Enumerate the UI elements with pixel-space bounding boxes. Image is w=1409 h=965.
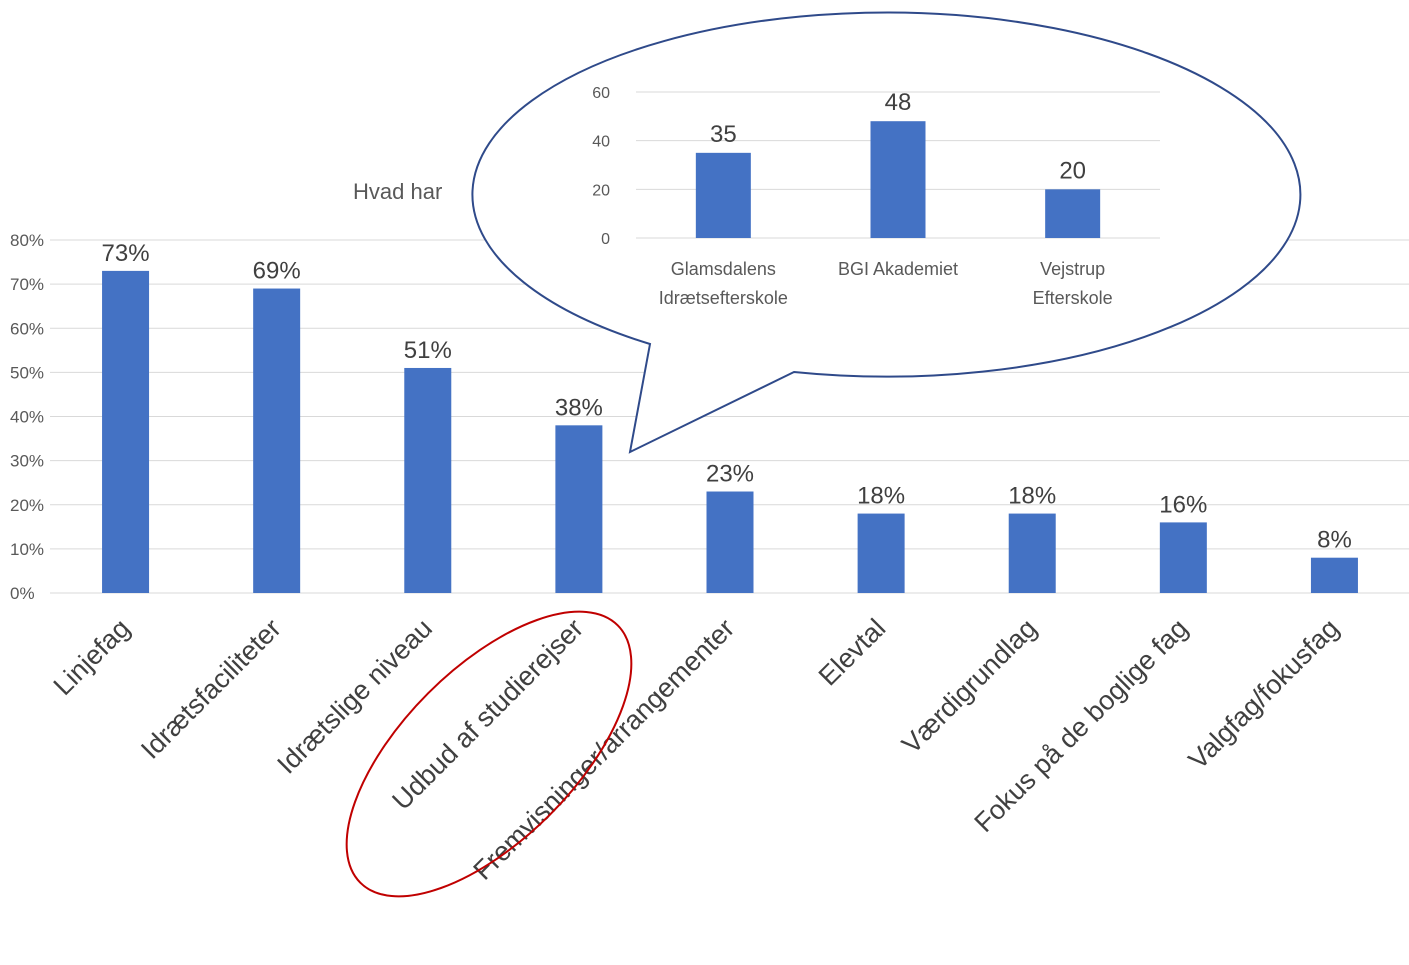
main-bars bbox=[102, 270, 1358, 593]
main-y-tick-label: 40% bbox=[10, 408, 44, 427]
main-category-label: Værdigrundlag bbox=[896, 613, 1042, 759]
inset-y-tick-label: 60 bbox=[592, 85, 610, 102]
main-y-tick-label: 20% bbox=[10, 496, 44, 515]
main-bar bbox=[253, 288, 301, 593]
main-bar bbox=[1310, 557, 1358, 593]
main-y-tick-label: 50% bbox=[10, 363, 44, 382]
inset-category-labels: Glamsdalens Idrætsefterskole BGI Akademiet… bbox=[659, 259, 1113, 308]
main-y-tick-label: 30% bbox=[10, 452, 44, 471]
main-data-label: 51% bbox=[404, 337, 452, 364]
main-bar bbox=[857, 513, 905, 593]
main-bar bbox=[102, 270, 150, 593]
main-category-label: Fremvisninger/arrangementer bbox=[468, 613, 741, 886]
main-data-labels: 73% 69% 51% 38% 23% 18% 18% 16% 8% bbox=[102, 240, 1352, 554]
inset-category-label: Efterskole bbox=[1033, 288, 1113, 308]
inset-category-label: Vejstrup bbox=[1040, 259, 1105, 279]
inset-category-label: Glamsdalens bbox=[671, 259, 776, 279]
main-y-axis-ticks: 0% 10% 20% 30% 40% 50% 60% 70% 80% bbox=[10, 231, 44, 603]
inset-data-label: 35 bbox=[710, 121, 737, 148]
inset-category-label: Idrætsefterskole bbox=[659, 288, 788, 308]
inset-category-label: BGI Akademiet bbox=[838, 259, 958, 279]
main-bar bbox=[1159, 522, 1207, 593]
main-category-label: Elevtal bbox=[813, 613, 892, 692]
inset-bars bbox=[695, 121, 1101, 238]
main-chart-title: Hvad har bbox=[353, 179, 442, 204]
main-y-tick-label: 60% bbox=[10, 319, 44, 338]
main-category-label: Idrætslige niveau bbox=[271, 613, 438, 780]
inset-y-tick-label: 0 bbox=[601, 231, 610, 248]
main-data-label: 18% bbox=[1008, 483, 1056, 510]
main-bar bbox=[555, 425, 603, 593]
inset-y-axis-ticks: 0 20 40 60 bbox=[592, 85, 610, 248]
main-category-label: Valgfag/fokusfag bbox=[1183, 613, 1345, 775]
main-data-label: 38% bbox=[555, 394, 603, 421]
main-y-tick-label: 10% bbox=[10, 540, 44, 559]
main-data-label: 8% bbox=[1317, 527, 1352, 554]
main-bar bbox=[706, 491, 754, 593]
inset-data-label: 20 bbox=[1059, 157, 1086, 184]
inset-bar bbox=[695, 152, 751, 238]
inset-bar bbox=[870, 121, 926, 238]
inset-y-tick-label: 20 bbox=[592, 182, 610, 199]
main-bar bbox=[404, 367, 452, 593]
inset-y-tick-label: 40 bbox=[592, 134, 610, 151]
highlight-ring bbox=[345, 610, 633, 898]
main-y-tick-label: 80% bbox=[10, 231, 44, 250]
main-data-label: 69% bbox=[253, 258, 301, 285]
inset-data-label: 48 bbox=[885, 89, 912, 116]
main-data-label: 73% bbox=[102, 240, 150, 267]
inset-data-labels: 35 48 20 bbox=[710, 89, 1086, 184]
main-bar bbox=[1008, 513, 1056, 593]
inset-bar bbox=[1045, 189, 1101, 238]
main-category-label: Linjefag bbox=[48, 613, 136, 701]
main-data-label: 18% bbox=[857, 483, 905, 510]
main-y-tick-label: 70% bbox=[10, 275, 44, 294]
main-category-label: Idrætsfaciliteter bbox=[135, 613, 287, 765]
main-data-label: 16% bbox=[1159, 491, 1207, 518]
main-y-tick-label: 0% bbox=[10, 584, 35, 603]
main-data-label: 23% bbox=[706, 461, 754, 488]
